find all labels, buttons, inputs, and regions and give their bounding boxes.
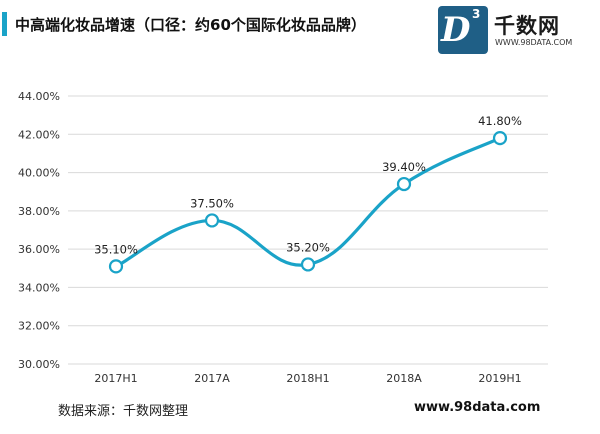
data-label: 35.10% xyxy=(94,242,138,256)
y-tick-label: 32.00% xyxy=(18,320,60,333)
data-label: 37.50% xyxy=(190,196,234,210)
data-source-note: 数据来源：千数网整理 xyxy=(58,404,189,419)
y-tick-label: 38.00% xyxy=(18,205,60,218)
title-bar: 中高端化妆品增速（口径：约60个国际化妆品品牌） xyxy=(0,10,366,38)
data-labels: 35.10% 37.50% 35.20% 39.40% 41.80% xyxy=(94,114,522,256)
data-label: 39.40% xyxy=(382,160,426,174)
data-point xyxy=(492,131,508,146)
x-axis-tick-labels: 2017H1 2017A 2018H1 2018A 2019H1 xyxy=(94,372,521,385)
line-chart: 30.00% 32.00% 34.00% 36.00% 38.00% 40.00% 42.0… xyxy=(18,90,548,385)
logo-mark: D 3 xyxy=(438,6,488,54)
logo-letter: D xyxy=(441,10,471,50)
chart-title: 中高端化妆品增速（口径：约60个国际化妆品品牌） xyxy=(15,15,366,34)
x-tick-label: 2017A xyxy=(194,372,230,385)
y-tick-label: 34.00% xyxy=(18,281,60,294)
data-label: 35.20% xyxy=(286,240,330,254)
data-label: 41.80% xyxy=(478,114,522,128)
x-tick-label: 2018A xyxy=(386,372,422,385)
y-tick-label: 42.00% xyxy=(18,128,60,141)
logo-superscript: 3 xyxy=(472,7,481,21)
y-axis-tick-labels: 30.00% 32.00% 34.00% 36.00% 38.00% 40.00% 42.0… xyxy=(18,90,60,371)
x-tick-label: 2017H1 xyxy=(94,372,137,385)
grid-lines xyxy=(68,95,548,365)
data-point xyxy=(204,213,220,228)
logo-name: 千数网 xyxy=(494,14,560,38)
y-tick-label: 40.00% xyxy=(18,167,60,180)
y-tick-label: 30.00% xyxy=(18,358,60,371)
x-tick-label: 2019H1 xyxy=(478,372,521,385)
title-accent-bar xyxy=(2,12,7,36)
data-point xyxy=(396,176,412,192)
logo-url: WWW.98DATA.COM xyxy=(495,38,573,47)
x-tick-label: 2018H1 xyxy=(286,372,329,385)
brand-logo: D 3 千数网 WWW.98DATA.COM xyxy=(438,6,598,56)
series-points xyxy=(108,131,508,274)
y-tick-label: 36.00% xyxy=(18,243,60,256)
data-point xyxy=(300,257,316,272)
data-point xyxy=(108,259,124,274)
website-link[interactable]: www.98data.com xyxy=(414,400,541,415)
y-tick-label: 44.00% xyxy=(18,90,60,103)
